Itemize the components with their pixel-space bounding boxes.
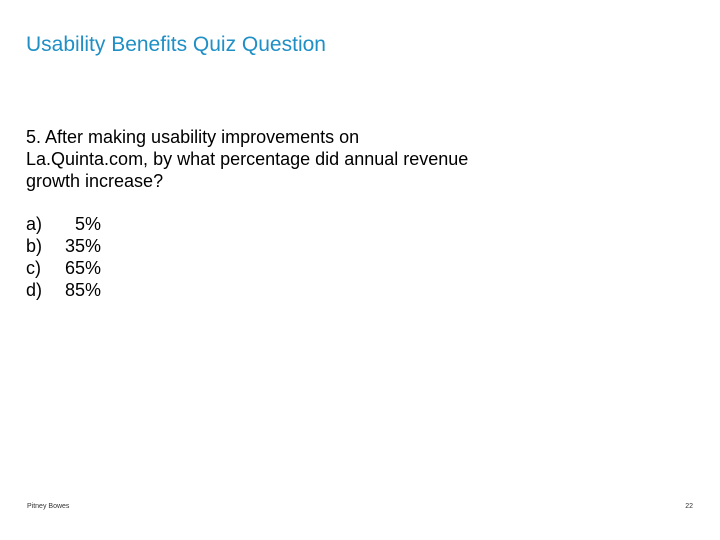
option-value: 85% xyxy=(64,280,101,300)
question-text: 5. After making usability improvements o… xyxy=(26,126,586,192)
option-value: 35% xyxy=(64,236,101,256)
option-value: 65% xyxy=(64,258,101,278)
question-line: growth increase? xyxy=(26,171,164,191)
answer-option-c: c) 65% xyxy=(26,257,101,279)
answer-option-a: a) 5% xyxy=(26,213,101,235)
option-letter: a) xyxy=(26,214,43,234)
option-letter: b) xyxy=(26,236,43,256)
page-number: 22 xyxy=(685,503,693,510)
option-value: 5% xyxy=(74,214,101,234)
footer-brand: Pitney Bowes xyxy=(27,503,70,510)
question-line: La.Quinta.com, by what percentage did an… xyxy=(26,149,469,169)
option-letter: d) xyxy=(26,280,43,300)
answer-option-b: b) 35% xyxy=(26,235,101,257)
answer-options: a) 5% b) 35% c) 65% d) 85% xyxy=(26,213,101,301)
question-line: 5. After making usability improvements o… xyxy=(26,127,360,147)
slide-title: Usability Benefits Quiz Question xyxy=(26,33,326,56)
answer-option-d: d) 85% xyxy=(26,279,101,301)
option-letter: c) xyxy=(26,258,41,278)
